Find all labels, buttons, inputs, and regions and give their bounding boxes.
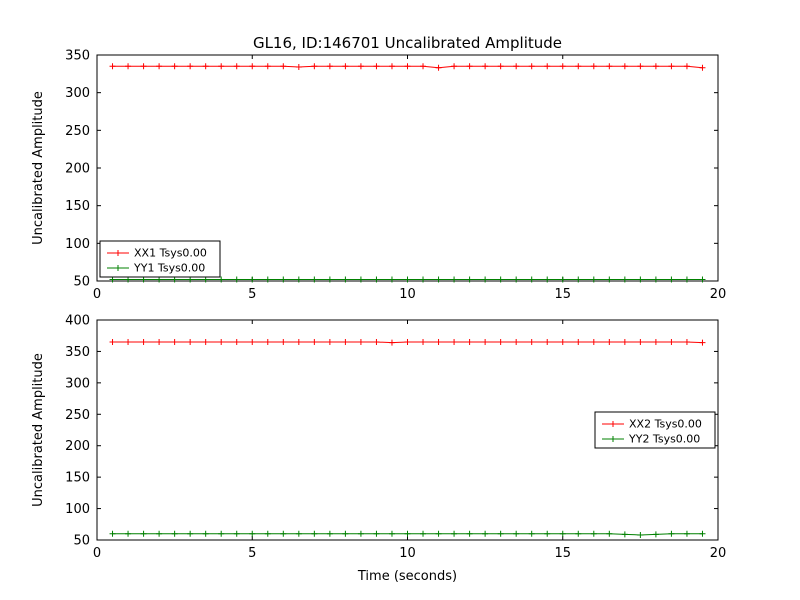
y-tick-label: 150 — [65, 471, 90, 486]
y-tick-label: 250 — [65, 408, 90, 423]
series-markers — [109, 276, 706, 283]
y-tick-label: 300 — [65, 376, 90, 391]
x-tick-label: 15 — [554, 546, 571, 561]
legend-marker-sample — [610, 421, 616, 427]
x-tick-label: 20 — [710, 546, 727, 561]
series-markers — [109, 63, 706, 71]
x-axis-label: Time (seconds) — [357, 569, 457, 584]
series-markers — [109, 530, 706, 538]
y-tick-label: 350 — [65, 49, 90, 64]
x-tick-label: 5 — [248, 546, 256, 561]
y-tick-label: 50 — [73, 534, 90, 549]
legend-label: YY1 Tsys0.00 — [133, 262, 205, 275]
legend-label: XX1 Tsys0.00 — [134, 247, 207, 260]
legend-label: YY2 Tsys0.00 — [628, 433, 700, 446]
y-tick-label: 200 — [65, 439, 90, 454]
legend: XX1 Tsys0.00 YY1 Tsys0.00 — [99, 240, 221, 278]
y-tick-label: 250 — [65, 124, 90, 139]
x-tick-label: 10 — [399, 287, 416, 302]
legend-marker-sample — [115, 265, 121, 271]
y-tick-label: 300 — [65, 86, 90, 101]
y-tick-label: 200 — [65, 162, 90, 177]
y-tick-label: 400 — [65, 314, 90, 329]
x-tick-label: 0 — [93, 287, 101, 302]
x-tick-label: 15 — [554, 287, 571, 302]
x-tick-label: 10 — [399, 546, 416, 561]
legend-box — [99, 240, 221, 278]
y-tick-label: 150 — [65, 199, 90, 214]
legend-box — [594, 411, 716, 449]
y-tick-label: 100 — [65, 502, 90, 517]
y-tick-label: 350 — [65, 345, 90, 360]
chart-title: GL16, ID:146701 Uncalibrated Amplitude — [252, 34, 563, 52]
legend-marker-sample — [610, 436, 616, 442]
y-tick-label: 50 — [73, 275, 90, 290]
legend-label: XX2 Tsys0.00 — [629, 418, 702, 431]
y-tick-label: 100 — [65, 237, 90, 252]
subplot-2: 0 5 10 15 20 50 100 150 200 250 300 350 400 Uncalibra… — [31, 314, 726, 585]
x-tick-label: 20 — [710, 287, 727, 302]
x-tick-label: 5 — [248, 287, 256, 302]
legend: XX2 Tsys0.00 YY2 Tsys0.00 — [594, 411, 716, 449]
subplot-1: 0 5 10 15 20 50 100 150 200 250 300 350 Uncalibrated… — [31, 49, 726, 303]
y-axis-label: Uncalibrated Amplitude — [31, 353, 46, 507]
y-axis-label: Uncalibrated Amplitude — [31, 91, 46, 245]
legend-marker-sample — [115, 250, 121, 256]
series-markers — [109, 339, 706, 346]
x-tick-label: 0 — [93, 546, 101, 561]
